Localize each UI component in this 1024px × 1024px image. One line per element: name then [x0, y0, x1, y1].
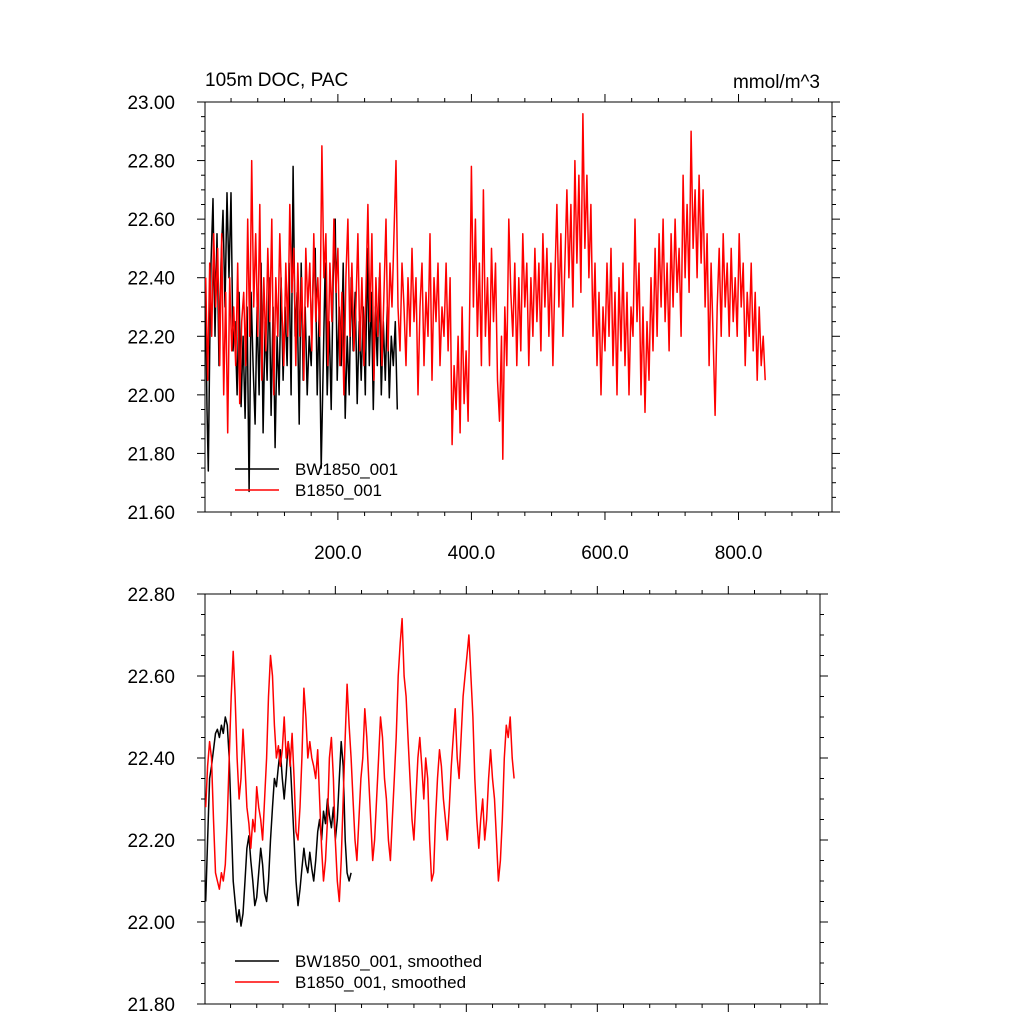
y-tick-label: 22.00	[127, 386, 175, 407]
y-tick-label: 22.80	[127, 152, 175, 173]
panel-top: 21.60 21.80 22.00 22.20 22.40 22.60 22.80 23.00…	[127, 70, 840, 564]
plot-frame	[204, 593, 821, 1005]
x-tick-label: 400.0	[448, 543, 496, 564]
legend-label: B1850_001, smoothed	[295, 973, 466, 992]
y-tick-label: 22.60	[127, 210, 175, 231]
series-line-b1850-001-smoothed	[204, 617, 515, 903]
panel-bottom: 21.80 22.00 22.20 22.40 22.60 22.80 BW1850_001…	[127, 585, 828, 1016]
y-tick-label: 22.00	[127, 913, 175, 934]
y-tick-label: 22.20	[127, 327, 175, 348]
units-label: mmol/m^3	[733, 72, 820, 93]
y-tick-label: 22.20	[127, 831, 175, 852]
x-tick-label: 600.0	[581, 543, 629, 564]
y-tick-label: 21.60	[127, 503, 175, 524]
legend-label: B1850_001	[295, 481, 382, 500]
legend-label: BW1850_001	[295, 460, 398, 479]
chart-title: 105m DOC, PAC	[205, 70, 348, 91]
series-line-b1850-001	[204, 112, 766, 461]
series-line-bw1850-001-smoothed	[204, 716, 352, 927]
x-tick-label: 800.0	[715, 543, 763, 564]
y-tick-label: 23.00	[127, 93, 175, 114]
y-tick-label: 22.80	[127, 585, 175, 606]
y-tick-label: 21.80	[127, 995, 175, 1016]
y-tick-label: 22.40	[127, 749, 175, 770]
legend-label: BW1850_001, smoothed	[295, 952, 482, 971]
y-tick-label: 22.60	[127, 667, 175, 688]
y-tick-label: 21.80	[127, 444, 175, 465]
x-tick-label: 200.0	[314, 543, 362, 564]
y-tick-label: 22.40	[127, 269, 175, 290]
